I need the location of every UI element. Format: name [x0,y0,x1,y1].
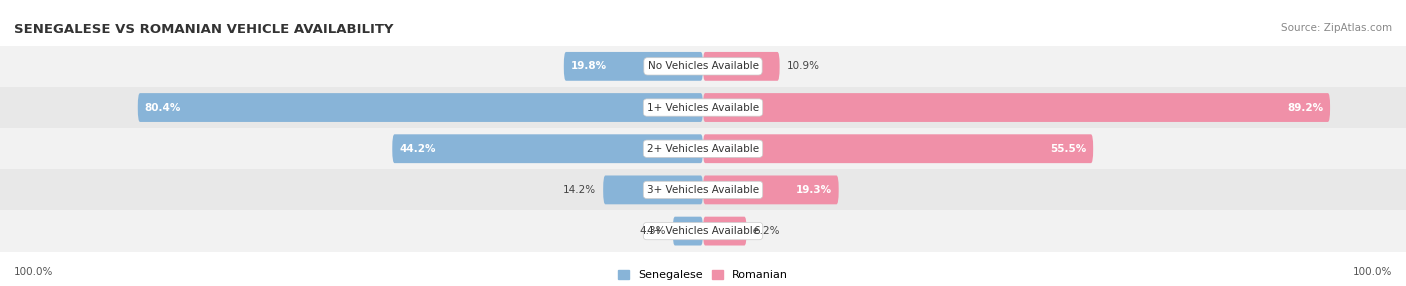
FancyBboxPatch shape [703,52,779,81]
FancyBboxPatch shape [672,217,703,245]
Text: 19.8%: 19.8% [571,61,607,71]
FancyBboxPatch shape [0,46,1406,87]
FancyBboxPatch shape [703,176,838,204]
Text: No Vehicles Available: No Vehicles Available [648,61,758,71]
Text: 89.2%: 89.2% [1286,103,1323,112]
Text: 10.9%: 10.9% [787,61,820,71]
Text: 6.2%: 6.2% [754,226,780,236]
Text: 80.4%: 80.4% [145,103,181,112]
Text: 100.0%: 100.0% [1353,267,1392,277]
FancyBboxPatch shape [0,128,1406,169]
Text: 100.0%: 100.0% [14,267,53,277]
Text: 4.3%: 4.3% [640,226,666,236]
FancyBboxPatch shape [703,134,1094,163]
FancyBboxPatch shape [392,134,703,163]
Text: 14.2%: 14.2% [562,185,596,195]
Text: 2+ Vehicles Available: 2+ Vehicles Available [647,144,759,154]
Text: 55.5%: 55.5% [1050,144,1087,154]
Text: Source: ZipAtlas.com: Source: ZipAtlas.com [1281,23,1392,33]
FancyBboxPatch shape [0,169,1406,210]
FancyBboxPatch shape [0,87,1406,128]
Text: 1+ Vehicles Available: 1+ Vehicles Available [647,103,759,112]
FancyBboxPatch shape [703,217,747,245]
Text: 4+ Vehicles Available: 4+ Vehicles Available [647,226,759,236]
FancyBboxPatch shape [138,93,703,122]
FancyBboxPatch shape [603,176,703,204]
Text: SENEGALESE VS ROMANIAN VEHICLE AVAILABILITY: SENEGALESE VS ROMANIAN VEHICLE AVAILABIL… [14,23,394,36]
FancyBboxPatch shape [0,210,1406,252]
FancyBboxPatch shape [564,52,703,81]
FancyBboxPatch shape [703,93,1330,122]
Text: 44.2%: 44.2% [399,144,436,154]
Text: 3+ Vehicles Available: 3+ Vehicles Available [647,185,759,195]
Legend: Senegalese, Romanian: Senegalese, Romanian [619,270,787,281]
Text: 19.3%: 19.3% [796,185,832,195]
